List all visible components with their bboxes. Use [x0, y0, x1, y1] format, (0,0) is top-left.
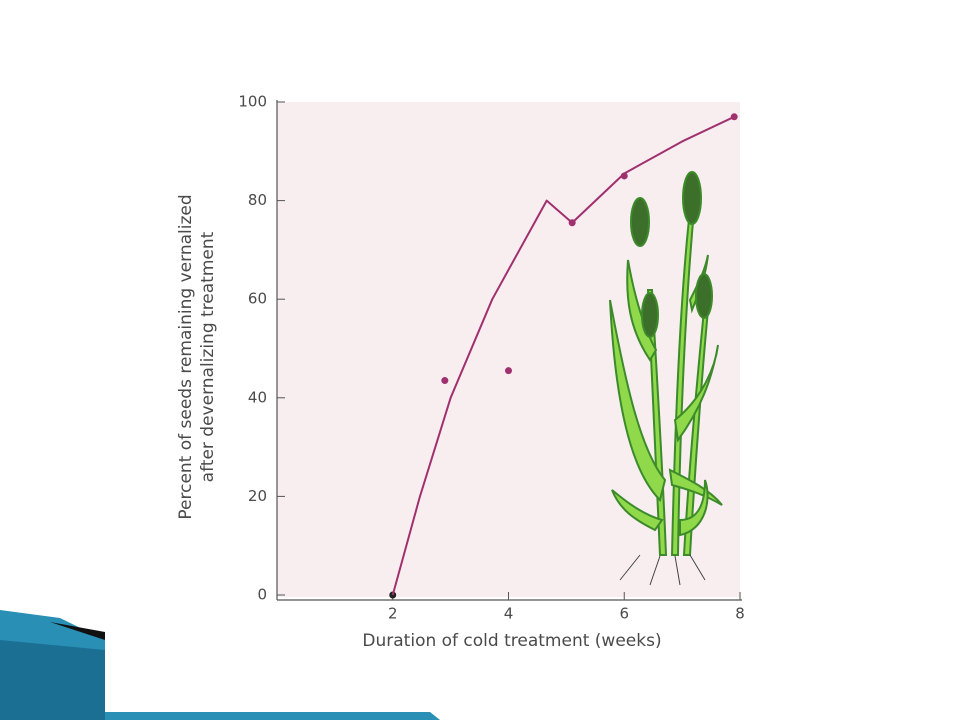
y-axis-label: Percent of seeds remaining vernalized — [176, 194, 196, 519]
y-axis-label: after devernalizing treatment — [198, 231, 218, 482]
data-point — [441, 377, 449, 385]
y-tick-label: 80 — [248, 191, 267, 209]
data-point — [505, 367, 512, 375]
y-tick-label: 40 — [248, 388, 267, 406]
slide-decoration — [105, 712, 440, 720]
y-tick-label: 20 — [248, 487, 267, 505]
y-tick-label: 60 — [248, 290, 267, 308]
x-tick-label: 8 — [735, 605, 745, 623]
slide-decoration — [50, 622, 105, 640]
slide-decoration — [0, 640, 105, 720]
plot-background — [277, 102, 740, 597]
x-tick-label: 4 — [504, 605, 514, 623]
x-tick-label: 2 — [388, 605, 398, 623]
y-tick-label: 100 — [238, 93, 267, 111]
x-axis-label: Duration of cold treatment (weeks) — [362, 631, 661, 651]
fit-curve — [391, 115, 735, 596]
plant-illustration — [609, 171, 723, 586]
y-tick-label: 0 — [257, 586, 267, 604]
x-tick-label: 6 — [619, 605, 629, 623]
